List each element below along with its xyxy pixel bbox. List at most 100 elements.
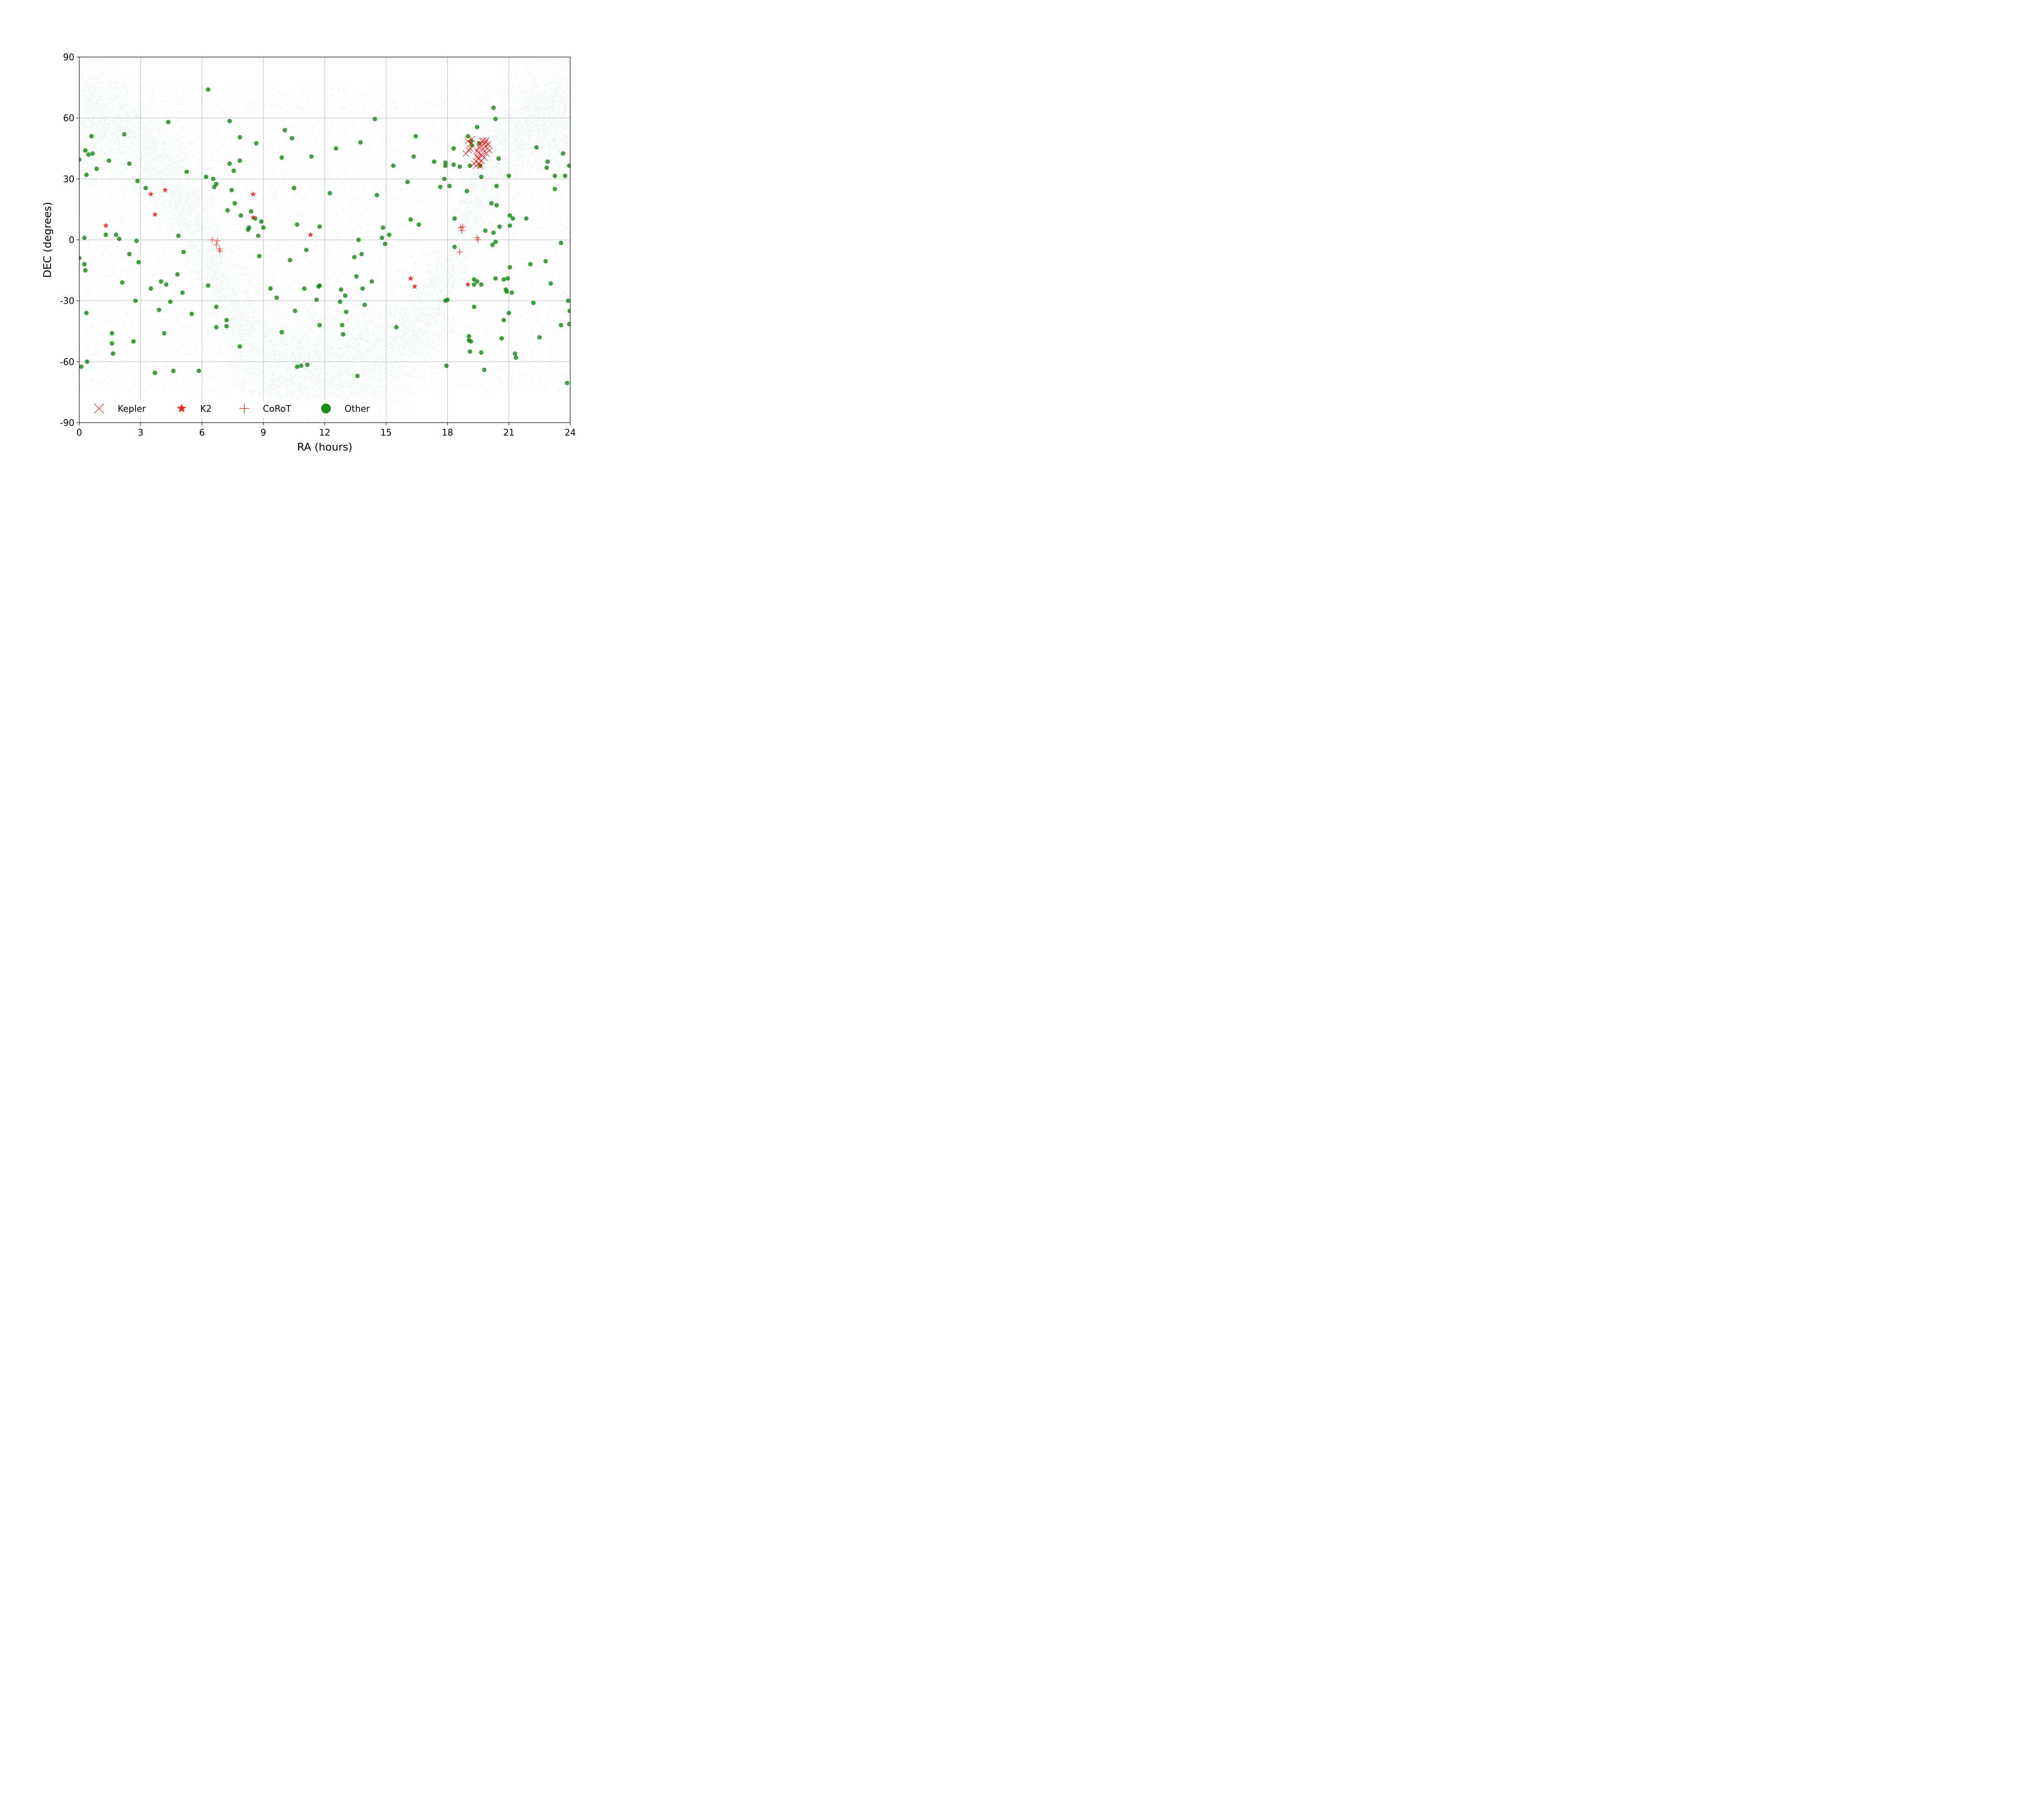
point-other bbox=[127, 252, 132, 256]
point-kepler bbox=[475, 155, 482, 162]
point-kepler bbox=[467, 145, 474, 152]
point-other bbox=[338, 287, 343, 292]
point-other bbox=[164, 282, 169, 287]
point-corot bbox=[213, 242, 220, 248]
y-tick-label: 90 bbox=[63, 53, 74, 63]
x-tick-label: 12 bbox=[319, 428, 330, 438]
point-k2 bbox=[465, 281, 471, 287]
point-other bbox=[543, 259, 548, 264]
point-other bbox=[133, 298, 138, 303]
legend-marker-other bbox=[321, 404, 331, 413]
point-other bbox=[254, 141, 259, 146]
scatter-plot: Kepler K2 CoRoT Other 0 3 6 9 12 15 18 21 24 -90 -60 -… bbox=[42, 53, 576, 453]
point-other bbox=[180, 290, 185, 295]
point-other bbox=[341, 332, 346, 337]
point-other bbox=[413, 134, 418, 139]
point-other bbox=[302, 286, 307, 291]
point-other bbox=[355, 373, 360, 378]
point-other bbox=[162, 331, 167, 336]
point-other bbox=[334, 146, 338, 151]
point-other bbox=[369, 279, 374, 284]
point-other bbox=[565, 381, 569, 385]
point-other bbox=[148, 286, 153, 291]
point-other bbox=[304, 248, 309, 252]
point-other bbox=[442, 176, 447, 181]
point-other bbox=[122, 132, 127, 137]
point-other bbox=[490, 243, 495, 248]
point-other bbox=[514, 355, 518, 360]
point-kepler bbox=[474, 147, 480, 154]
point-other bbox=[317, 323, 322, 328]
point-other bbox=[84, 311, 89, 315]
x-tick-label: 3 bbox=[138, 428, 144, 438]
point-other bbox=[290, 136, 294, 141]
point-kepler bbox=[471, 160, 478, 167]
point-other bbox=[117, 236, 122, 241]
point-other bbox=[227, 161, 232, 166]
point-other bbox=[494, 203, 499, 208]
point-kepler bbox=[483, 137, 490, 144]
point-other bbox=[86, 152, 91, 157]
point-other bbox=[83, 268, 88, 273]
point-k2 bbox=[412, 284, 418, 289]
point-other bbox=[445, 297, 450, 302]
point-other bbox=[104, 232, 108, 237]
point-corot bbox=[209, 237, 216, 243]
point-other bbox=[483, 228, 488, 233]
point-other bbox=[360, 286, 365, 291]
point-other bbox=[309, 154, 314, 159]
point-k2 bbox=[152, 211, 158, 217]
point-k2 bbox=[250, 214, 256, 220]
point-kepler bbox=[478, 157, 484, 164]
point-other bbox=[135, 178, 140, 183]
point-other bbox=[537, 335, 542, 340]
point-other bbox=[567, 163, 570, 168]
point-other bbox=[82, 235, 87, 240]
point-other bbox=[479, 282, 484, 287]
point-other bbox=[314, 297, 319, 302]
point-k2 bbox=[307, 231, 313, 237]
point-corot bbox=[459, 223, 466, 230]
point-other bbox=[524, 216, 529, 221]
point-other bbox=[224, 324, 229, 328]
point-other bbox=[89, 134, 94, 139]
point-other bbox=[354, 274, 359, 279]
point-other bbox=[159, 279, 163, 284]
point-other bbox=[127, 161, 132, 166]
point-other bbox=[438, 184, 443, 189]
point-kepler bbox=[476, 160, 482, 167]
point-other bbox=[482, 367, 487, 372]
point-other bbox=[510, 216, 515, 221]
point-other bbox=[552, 186, 557, 191]
point-other bbox=[344, 309, 349, 314]
point-other bbox=[531, 301, 536, 305]
series-corot bbox=[209, 223, 481, 255]
point-other bbox=[110, 341, 114, 346]
point-other bbox=[452, 245, 457, 250]
legend-marker-corot bbox=[239, 404, 249, 413]
point-other bbox=[237, 158, 242, 163]
point-other bbox=[288, 258, 292, 262]
point-other bbox=[211, 176, 216, 181]
point-other bbox=[340, 323, 345, 328]
legend-marker-kepler bbox=[94, 403, 104, 414]
point-other bbox=[558, 323, 563, 328]
point-other bbox=[472, 282, 476, 287]
legend-item-corot: CoRoT bbox=[239, 404, 292, 414]
point-other bbox=[491, 230, 496, 235]
point-other bbox=[206, 283, 211, 288]
point-other bbox=[467, 163, 472, 168]
point-other bbox=[501, 317, 506, 322]
point-other bbox=[256, 233, 261, 238]
point-other bbox=[197, 368, 201, 373]
point-other bbox=[206, 87, 211, 92]
point-other bbox=[143, 186, 148, 190]
y-tick-label: 0 bbox=[69, 235, 74, 245]
y-tick-label: -90 bbox=[60, 418, 74, 428]
point-other bbox=[189, 311, 194, 316]
point-other bbox=[237, 344, 242, 349]
point-other bbox=[259, 219, 264, 224]
series-kepler bbox=[463, 136, 493, 169]
point-other bbox=[528, 262, 533, 267]
x-tick-label: 24 bbox=[565, 428, 576, 438]
